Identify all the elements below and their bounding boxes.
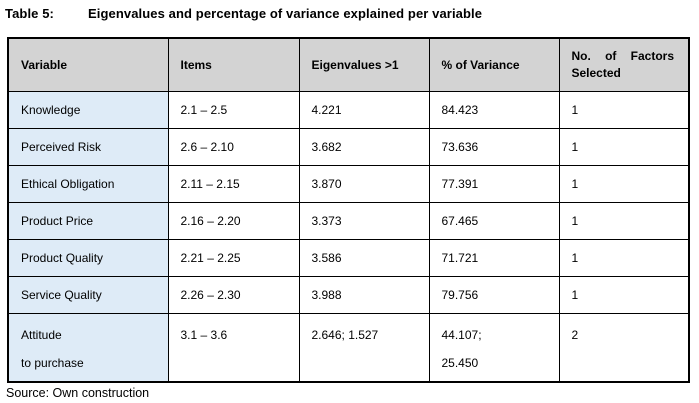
- cell-variable: Ethical Obligation: [7, 165, 169, 203]
- cell-variance: 71.721: [428, 239, 560, 277]
- table-row: Ethical Obligation 2.11 – 2.15 3.870 77.…: [7, 165, 690, 203]
- cell-factors: 1: [558, 239, 690, 277]
- cell-eigenvalues: 3.373: [298, 202, 430, 240]
- table-row: Product Price 2.16 – 2.20 3.373 67.465 1: [7, 202, 690, 240]
- table-caption: Table 5: Eigenvalues and percentage of va…: [0, 0, 699, 21]
- cell-items: 2.16 – 2.20: [167, 202, 300, 240]
- cell-variable: Knowledge: [7, 91, 169, 129]
- cell-items: 2.6 – 2.10: [167, 128, 300, 166]
- table-row: Product Quality 2.21 – 2.25 3.586 71.721…: [7, 239, 690, 277]
- cell-variance: 73.636: [428, 128, 560, 166]
- cell-variance: 67.465: [428, 202, 560, 240]
- cell-variable: Attitude to purchase: [7, 313, 169, 383]
- cell-items: 2.21 – 2.25: [167, 239, 300, 277]
- table-row: Attitude to purchase 3.1 – 3.6 2.646; 1.…: [7, 313, 690, 383]
- table-caption-number: Table 5:: [5, 6, 54, 21]
- cell-variance: 77.391: [428, 165, 560, 203]
- cell-items: 2.11 – 2.15: [167, 165, 300, 203]
- cell-factors: 2: [558, 313, 690, 383]
- column-header-factors: No. of Factors Selected: [558, 37, 690, 92]
- cell-items: 2.26 – 2.30: [167, 276, 300, 314]
- source-note: Source: Own construction: [6, 386, 150, 400]
- cell-eigenvalues: 3.586: [298, 239, 430, 277]
- cell-eigenvalues: 4.221: [298, 91, 430, 129]
- cell-variable-line2: to purchase: [21, 356, 84, 370]
- cell-variable: Perceived Risk: [7, 128, 169, 166]
- cell-items: 2.1 – 2.5: [167, 91, 300, 129]
- column-header-variance: % of Variance: [428, 37, 560, 92]
- header-row: Variable Items Eigenvalues >1 % of Varia…: [7, 37, 690, 92]
- cell-items: 3.1 – 3.6: [167, 313, 300, 383]
- table-row: Knowledge 2.1 – 2.5 4.221 84.423 1: [7, 91, 690, 129]
- cell-factors: 1: [558, 91, 690, 129]
- table-row: Service Quality 2.26 – 2.30 3.988 79.756…: [7, 276, 690, 314]
- cell-variance: 84.423: [428, 91, 560, 129]
- cell-factors: 1: [558, 276, 690, 314]
- eigenvalues-table: Variable Items Eigenvalues >1 % of Varia…: [7, 37, 690, 383]
- cell-factors: 1: [558, 202, 690, 240]
- cell-eigenvalues: 3.682: [298, 128, 430, 166]
- cell-eigenvalues: 3.988: [298, 276, 430, 314]
- cell-variance: 44.107; 25.450: [428, 313, 560, 383]
- cell-variable: Service Quality: [7, 276, 169, 314]
- column-header-variable: Variable: [7, 37, 169, 92]
- cell-variable-line1: Attitude: [21, 328, 62, 342]
- cell-eigenvalues: 3.870: [298, 165, 430, 203]
- cell-variance-line1: 44.107;: [441, 328, 482, 342]
- cell-factors: 1: [558, 128, 690, 166]
- cell-eigenvalues: 2.646; 1.527: [298, 313, 430, 383]
- column-header-items: Items: [167, 37, 300, 92]
- cell-variable: Product Quality: [7, 239, 169, 277]
- cell-variance: 79.756: [428, 276, 560, 314]
- column-header-eigenvalues: Eigenvalues >1: [298, 37, 430, 92]
- table-row: Perceived Risk 2.6 – 2.10 3.682 73.636 1: [7, 128, 690, 166]
- cell-factors: 1: [558, 165, 690, 203]
- cell-variable: Product Price: [7, 202, 169, 240]
- cell-variance-line2: 25.450: [441, 356, 479, 370]
- table-caption-title: Eigenvalues and percentage of variance e…: [88, 6, 483, 21]
